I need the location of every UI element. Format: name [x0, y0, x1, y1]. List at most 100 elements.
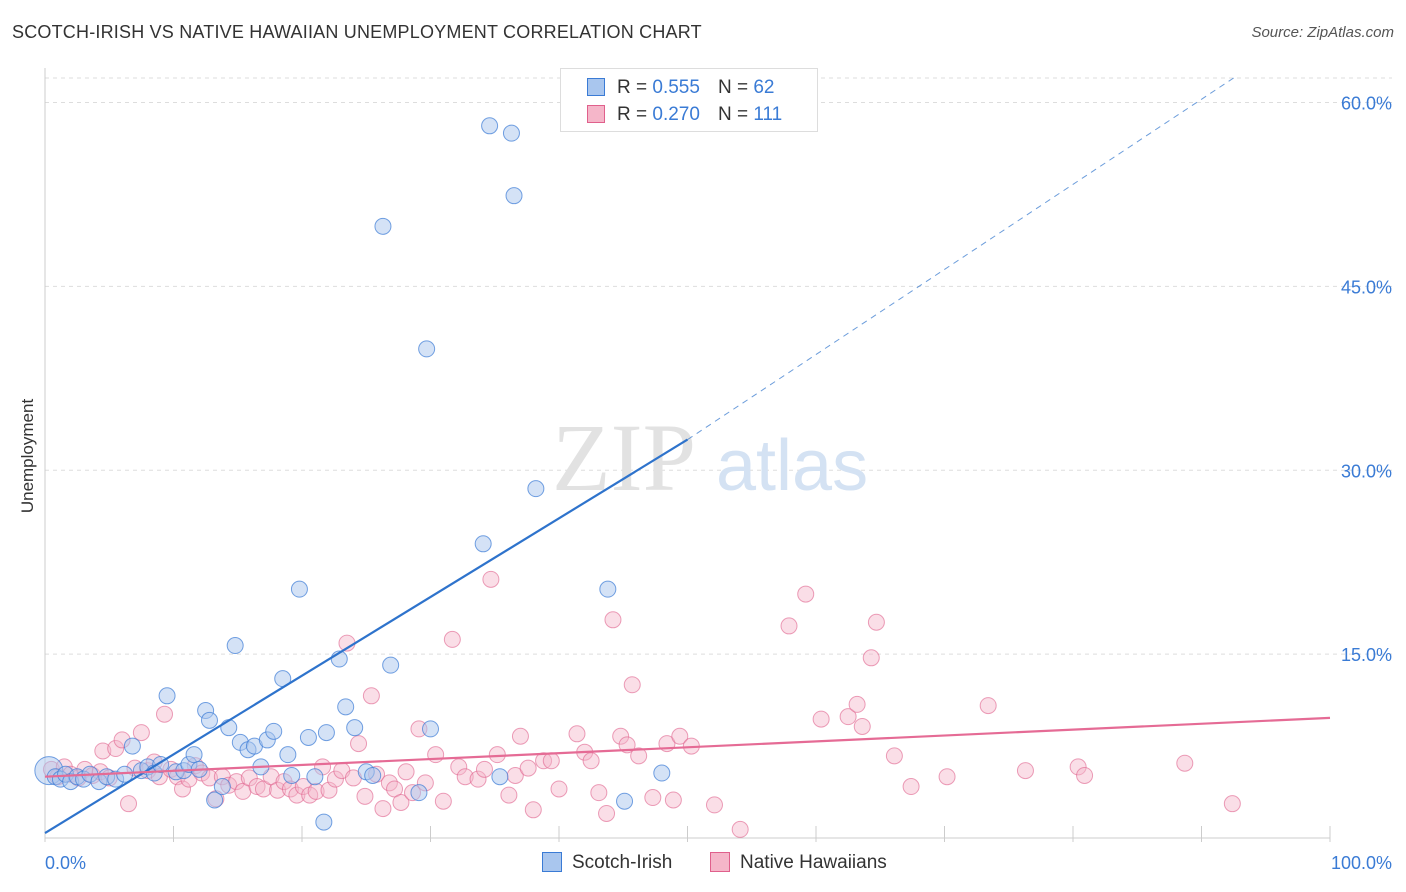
native-hawaiians-point — [443, 630, 461, 648]
scotch-irish-point — [213, 778, 231, 796]
axes — [44, 68, 1331, 842]
native-hawaiians-point — [1076, 766, 1094, 784]
native-hawaiians-point — [979, 697, 997, 715]
native-hawaiians-point — [1223, 795, 1241, 813]
native-hawaiians-point — [320, 781, 338, 799]
native-hawaiians-point — [294, 778, 312, 796]
scotch-irish-point — [491, 768, 509, 786]
x-tick-label-min: 0.0% — [45, 853, 86, 873]
watermark-zip: ZIP — [552, 404, 696, 511]
native-hawaiians-point — [254, 780, 272, 798]
native-hawaiians-point — [604, 611, 622, 629]
native-hawaiians-point — [862, 649, 880, 667]
scotch-irish-point — [220, 719, 238, 737]
native-hawaiians-point — [156, 705, 174, 723]
native-hawaiians-point — [475, 760, 493, 778]
native-hawaiians-point — [356, 787, 374, 805]
scotch-irish-point — [306, 768, 324, 786]
native-hawaiians-point — [511, 727, 529, 745]
legend-row-native-hawaiians: R = 0.270 N = 111 — [587, 104, 782, 126]
legend-swatch-pink — [587, 105, 605, 123]
native-hawaiians-point — [434, 792, 452, 810]
native-hawaiians-point — [173, 780, 191, 798]
y-tick-label: 60.0% — [1341, 94, 1392, 114]
native-hawaiians-point — [885, 747, 903, 765]
scotch-irish-trend-extension — [687, 77, 1234, 441]
native-hawaiians-point — [623, 676, 641, 694]
native-hawaiians-point — [362, 687, 380, 705]
legend-r-label: R = — [617, 104, 648, 125]
bottom-legend-swatch-blue — [542, 852, 562, 872]
scotch-irish-point — [418, 340, 436, 358]
legend-swatch-blue — [587, 78, 605, 96]
native-hawaiians-point — [94, 742, 112, 760]
native-hawaiians-point — [350, 735, 368, 753]
native-hawaiians-point — [269, 781, 287, 799]
native-hawaiians-point — [550, 780, 568, 798]
trend-lines — [44, 77, 1331, 835]
native-hawaiians-point — [456, 768, 474, 786]
scotch-irish-point — [616, 792, 634, 810]
scotch-irish-point — [653, 764, 671, 782]
native-hawaiians-point — [731, 820, 749, 838]
legend-r-value: 0.555 — [652, 77, 700, 98]
legend-row-scotch-irish: R = 0.555 N = 62 — [587, 77, 774, 99]
native-hawaiians-point — [524, 801, 542, 819]
scotch-irish-points — [34, 117, 671, 831]
scotch-irish-point — [299, 728, 317, 746]
native-hawaiians-point — [671, 727, 689, 745]
native-hawaiians-point — [482, 570, 500, 588]
native-hawaiians-point — [392, 793, 410, 811]
native-hawaiians-point — [938, 768, 956, 786]
bottom-legend-scotch-irish: Scotch-Irish — [542, 852, 672, 874]
native-hawaiians-point — [848, 695, 866, 713]
native-hawaiians-point — [705, 796, 723, 814]
native-hawaiians-point — [664, 791, 682, 809]
native-hawaiians-point — [450, 758, 468, 776]
native-hawaiians-point — [590, 784, 608, 802]
native-hawaiians-point — [542, 752, 560, 770]
legend-r-label: R = — [617, 77, 648, 98]
scotch-irish-point — [382, 656, 400, 674]
scotch-irish-point — [505, 187, 523, 205]
source-label: Source: ZipAtlas.com — [1251, 24, 1394, 41]
native-hawaiians-point — [839, 708, 857, 726]
native-hawaiians-point — [1016, 762, 1034, 780]
scotch-irish-point — [279, 746, 297, 764]
native-hawaiians-point — [598, 804, 616, 822]
native-hawaiians-point — [853, 717, 871, 735]
y-tick-label: 30.0% — [1341, 461, 1392, 481]
bottom-legend-label: Native Hawaiians — [740, 852, 887, 873]
scotch-irish-point — [226, 637, 244, 655]
watermark-atlas: atlas — [716, 426, 868, 506]
scotch-irish-point — [158, 687, 176, 705]
chart-title: SCOTCH-IRISH VS NATIVE HAWAIIAN UNEMPLOY… — [12, 22, 702, 42]
scotch-irish-trend-line — [44, 438, 689, 835]
scotch-irish-point — [317, 724, 335, 742]
native-hawaiians-point — [288, 786, 306, 804]
native-hawaiians-point — [120, 795, 138, 813]
scotch-irish-point — [346, 719, 364, 737]
legend-n-value: 111 — [753, 104, 783, 125]
native-hawaiians-point — [374, 800, 392, 818]
native-hawaiians-point — [612, 727, 630, 745]
native-hawaiians-point — [780, 617, 798, 635]
stats-legend: R = 0.555 N = 62 R = 0.270 N = 111 — [560, 68, 818, 132]
legend-n-value: 62 — [753, 77, 775, 98]
scotch-irish-point — [337, 698, 355, 716]
scotch-irish-point — [422, 720, 439, 738]
scotch-irish-point — [185, 746, 203, 764]
y-axis-title: Unemployment — [18, 398, 37, 514]
tick-labels: 15.0% 30.0% 45.0% 60.0% 0.0% 100.0% — [45, 94, 1392, 873]
legend-n-label: N = — [717, 77, 749, 98]
native-hawaiians-points — [42, 570, 1241, 838]
scotch-irish-point — [599, 580, 617, 598]
bottom-legend-native-hawaiians: Native Hawaiians — [710, 852, 887, 874]
native-hawaiians-point — [326, 770, 344, 788]
scotch-irish-point — [410, 784, 428, 802]
native-hawaiians-point — [812, 710, 830, 728]
scotch-irish-point — [527, 480, 545, 498]
x-tick-label-max: 100.0% — [1331, 853, 1392, 873]
native-hawaiians-trend-line — [44, 716, 1331, 778]
